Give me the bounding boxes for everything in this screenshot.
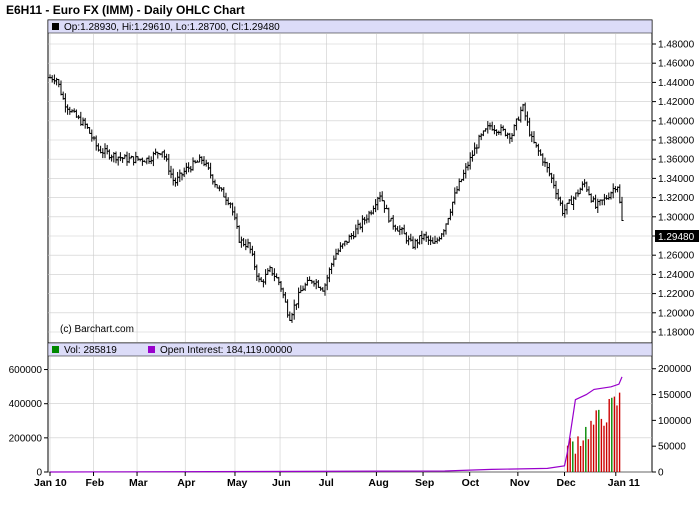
volume-tick-label: 400000 xyxy=(9,399,43,410)
price-tick-label: 1.30000 xyxy=(658,212,695,223)
oi-legend-swatch xyxy=(148,346,155,353)
chart-title: E6H11 - Euro FX (IMM) - Daily OHLC Chart xyxy=(6,3,245,17)
volume-tick-label: 200000 xyxy=(9,433,43,444)
price-info-label: Op:1.28930, Hi:1.29610, Lo:1.28700, Cl:1… xyxy=(64,22,280,33)
x-tick-label: Apr xyxy=(177,477,195,489)
x-tick-label: Nov xyxy=(510,477,530,489)
oi-right-axis: 200000 150000 100000 50000 0 xyxy=(652,364,692,479)
x-tick-label: Feb xyxy=(86,477,105,489)
volume-label: Vol: 285819 xyxy=(64,345,117,356)
open-interest-line xyxy=(49,376,623,473)
oi-tick-label: 150000 xyxy=(658,390,692,401)
price-tick-label: 1.26000 xyxy=(658,251,695,262)
volume-tick-label: 0 xyxy=(36,468,42,479)
x-tick-label: May xyxy=(227,477,248,489)
price-tick-label: 1.42000 xyxy=(658,97,695,108)
x-tick-label: Jun xyxy=(272,477,291,489)
price-panel-frame xyxy=(47,19,653,344)
volume-bars xyxy=(566,392,621,472)
last-price-label: 1.29480 xyxy=(658,232,695,243)
volume-panel-frame xyxy=(47,342,653,473)
open-interest-label: Open Interest: 184,119.00000 xyxy=(160,345,293,356)
volume-info-bar xyxy=(47,342,653,357)
price-tick-label: 1.44000 xyxy=(658,78,695,89)
volume-tick-label: 600000 xyxy=(9,365,43,376)
last-price-marker: 1.29480 xyxy=(655,230,699,243)
x-tick-label: Jan 10 xyxy=(34,477,67,489)
x-tick-label: Aug xyxy=(368,477,388,489)
x-tick-label: Dec xyxy=(556,477,575,489)
oi-tick-label: 50000 xyxy=(658,442,686,453)
oi-tick-label: 100000 xyxy=(658,416,692,427)
price-tick-label: 1.20000 xyxy=(658,308,695,319)
x-tick-label: Jul xyxy=(319,477,334,489)
copyright-label: (c) Barchart.com xyxy=(60,324,134,335)
price-tick-label: 1.32000 xyxy=(658,193,695,204)
price-tick-label: 1.18000 xyxy=(658,328,695,339)
price-tick-label: 1.46000 xyxy=(658,59,695,70)
price-bars xyxy=(48,74,624,323)
price-tick-label: 1.36000 xyxy=(658,155,695,166)
x-tick-label: Sep xyxy=(415,477,434,489)
volume-left-axis: 600000 400000 200000 0 xyxy=(9,365,48,479)
volume-legend-swatch xyxy=(52,346,59,353)
x-axis: Jan 10 Feb Mar Apr May Jun Jul Aug Sep Oct Nov Dec J… xyxy=(34,472,640,489)
oi-tick-label: 0 xyxy=(658,468,664,479)
x-tick-label: Jan 11 xyxy=(608,477,640,489)
price-info-marker xyxy=(52,23,59,30)
price-info-bar xyxy=(47,19,653,34)
price-tick-label: 1.24000 xyxy=(658,270,695,281)
x-tick-label: Mar xyxy=(129,477,148,489)
oi-tick-label: 200000 xyxy=(658,364,692,375)
price-tick-label: 1.48000 xyxy=(658,40,695,51)
price-tick-label: 1.38000 xyxy=(658,136,695,147)
price-tick-label: 1.34000 xyxy=(658,174,695,185)
x-tick-label: Oct xyxy=(462,477,480,489)
ohlc-bar xyxy=(620,196,624,222)
price-axis: 1.48000 1.46000 1.44000 1.42000 1.40000 1.380… xyxy=(652,40,695,339)
price-tick-label: 1.22000 xyxy=(658,289,695,300)
price-tick-label: 1.40000 xyxy=(658,116,695,127)
